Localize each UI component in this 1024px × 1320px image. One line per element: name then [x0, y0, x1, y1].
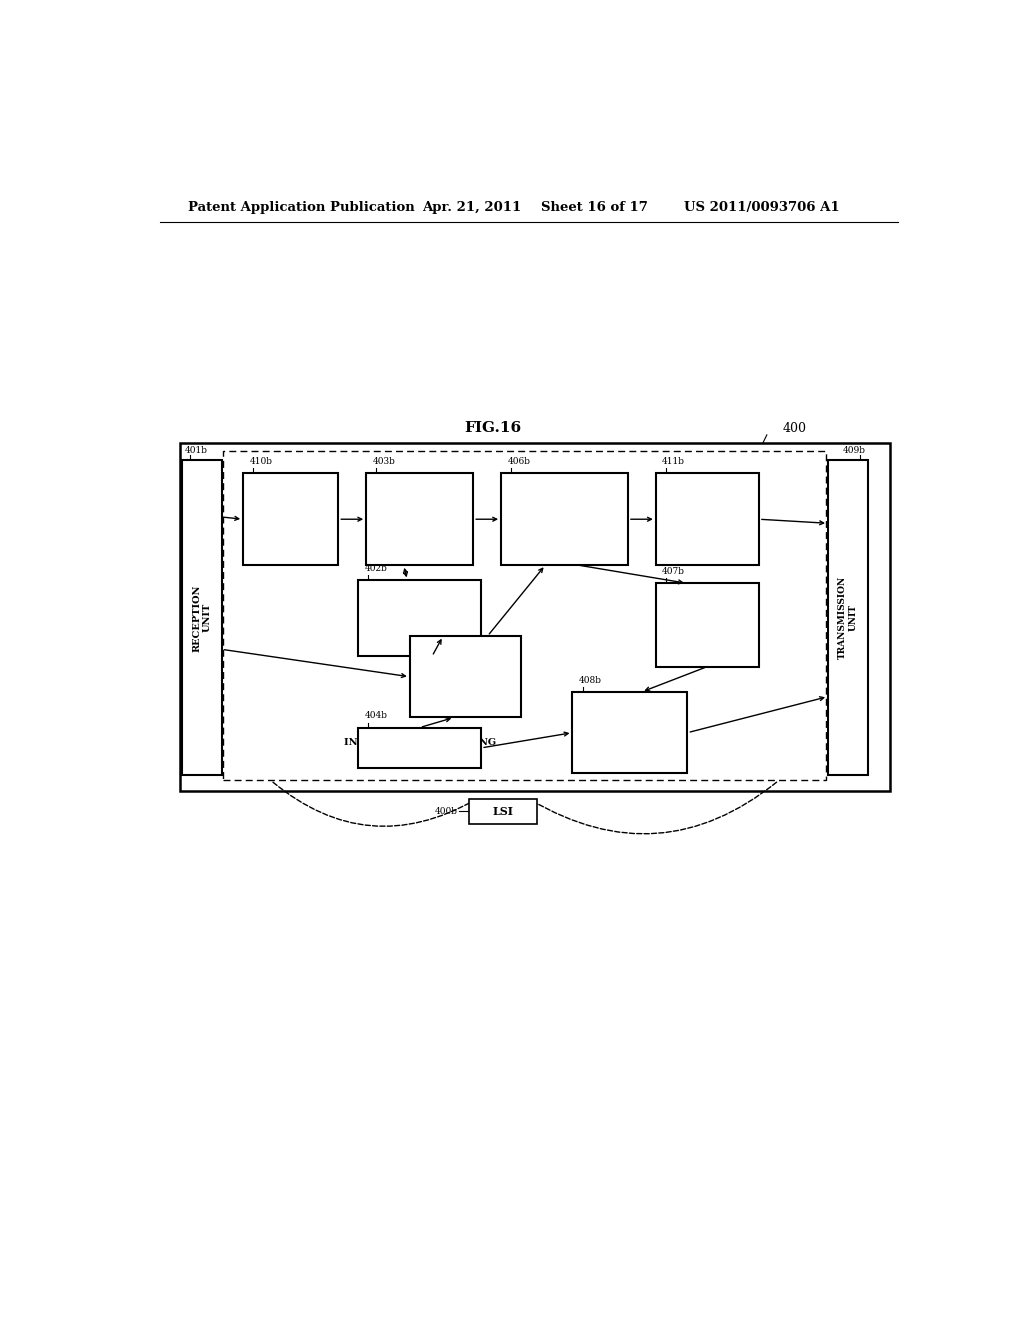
Text: 410b: 410b [250, 457, 272, 466]
Bar [410, 636, 521, 718]
Text: 408b: 408b [579, 676, 602, 685]
Text: VERIFICATION KEY
STORING UNIT: VERIFICATION KEY STORING UNIT [365, 609, 474, 628]
Bar [179, 444, 890, 791]
Bar [828, 461, 867, 775]
Text: Sheet 16 of 17: Sheet 16 of 17 [541, 201, 647, 214]
Bar [243, 474, 338, 565]
Bar [223, 451, 826, 780]
Text: RENEWAL
JUDGING
UNIT: RENEWAL JUDGING UNIT [262, 504, 319, 535]
Text: KEY GENERATION
JUDGING UNIT: KEY GENERATION JUDGING UNIT [513, 510, 615, 529]
Bar [655, 474, 759, 565]
Text: SIGNATURE
VERIFYING
UNIT: SIGNATURE VERIFYING UNIT [386, 504, 454, 535]
Text: CERTIFIER
VERIFYING
UNIT: CERTIFIER VERIFYING UNIT [433, 661, 497, 692]
Bar [358, 581, 481, 656]
Text: 400b: 400b [434, 807, 458, 816]
Text: 411b: 411b [663, 457, 685, 466]
Text: 400: 400 [782, 422, 807, 434]
Text: Patent Application Publication: Patent Application Publication [187, 201, 415, 214]
Text: 407b: 407b [663, 568, 685, 576]
Text: 401b: 401b [184, 446, 207, 455]
Text: KEY
GENERATING
UNIT: KEY GENERATING UNIT [669, 610, 745, 640]
Text: 405b: 405b [416, 620, 439, 630]
Text: ENCRYPTION
UNIT: ENCRYPTION UNIT [592, 723, 668, 742]
Text: LSI: LSI [493, 807, 513, 817]
Bar [655, 583, 759, 667]
Text: 406b: 406b [507, 457, 530, 466]
Text: 403b: 403b [373, 457, 395, 466]
Text: 409b: 409b [843, 446, 865, 455]
Text: NOTIFICATION
UNIT: NOTIFICATION UNIT [665, 510, 750, 529]
Bar [367, 474, 473, 565]
Bar [572, 692, 687, 774]
Text: Apr. 21, 2011: Apr. 21, 2011 [422, 201, 521, 214]
Bar [469, 799, 537, 824]
Bar [182, 461, 221, 775]
Text: 402b: 402b [365, 564, 387, 573]
Bar [501, 474, 628, 565]
Text: TRANSMISSION
UNIT: TRANSMISSION UNIT [838, 577, 857, 660]
Text: US 2011/0093706 A1: US 2011/0093706 A1 [684, 201, 839, 214]
Text: RECEPTION
UNIT: RECEPTION UNIT [193, 585, 212, 652]
Text: FIG.16: FIG.16 [465, 421, 521, 434]
Text: INDIVIDUAL KEY STORING
UNIT: INDIVIDUAL KEY STORING UNIT [344, 738, 496, 758]
Bar [358, 727, 481, 768]
Text: 404b: 404b [365, 711, 387, 721]
